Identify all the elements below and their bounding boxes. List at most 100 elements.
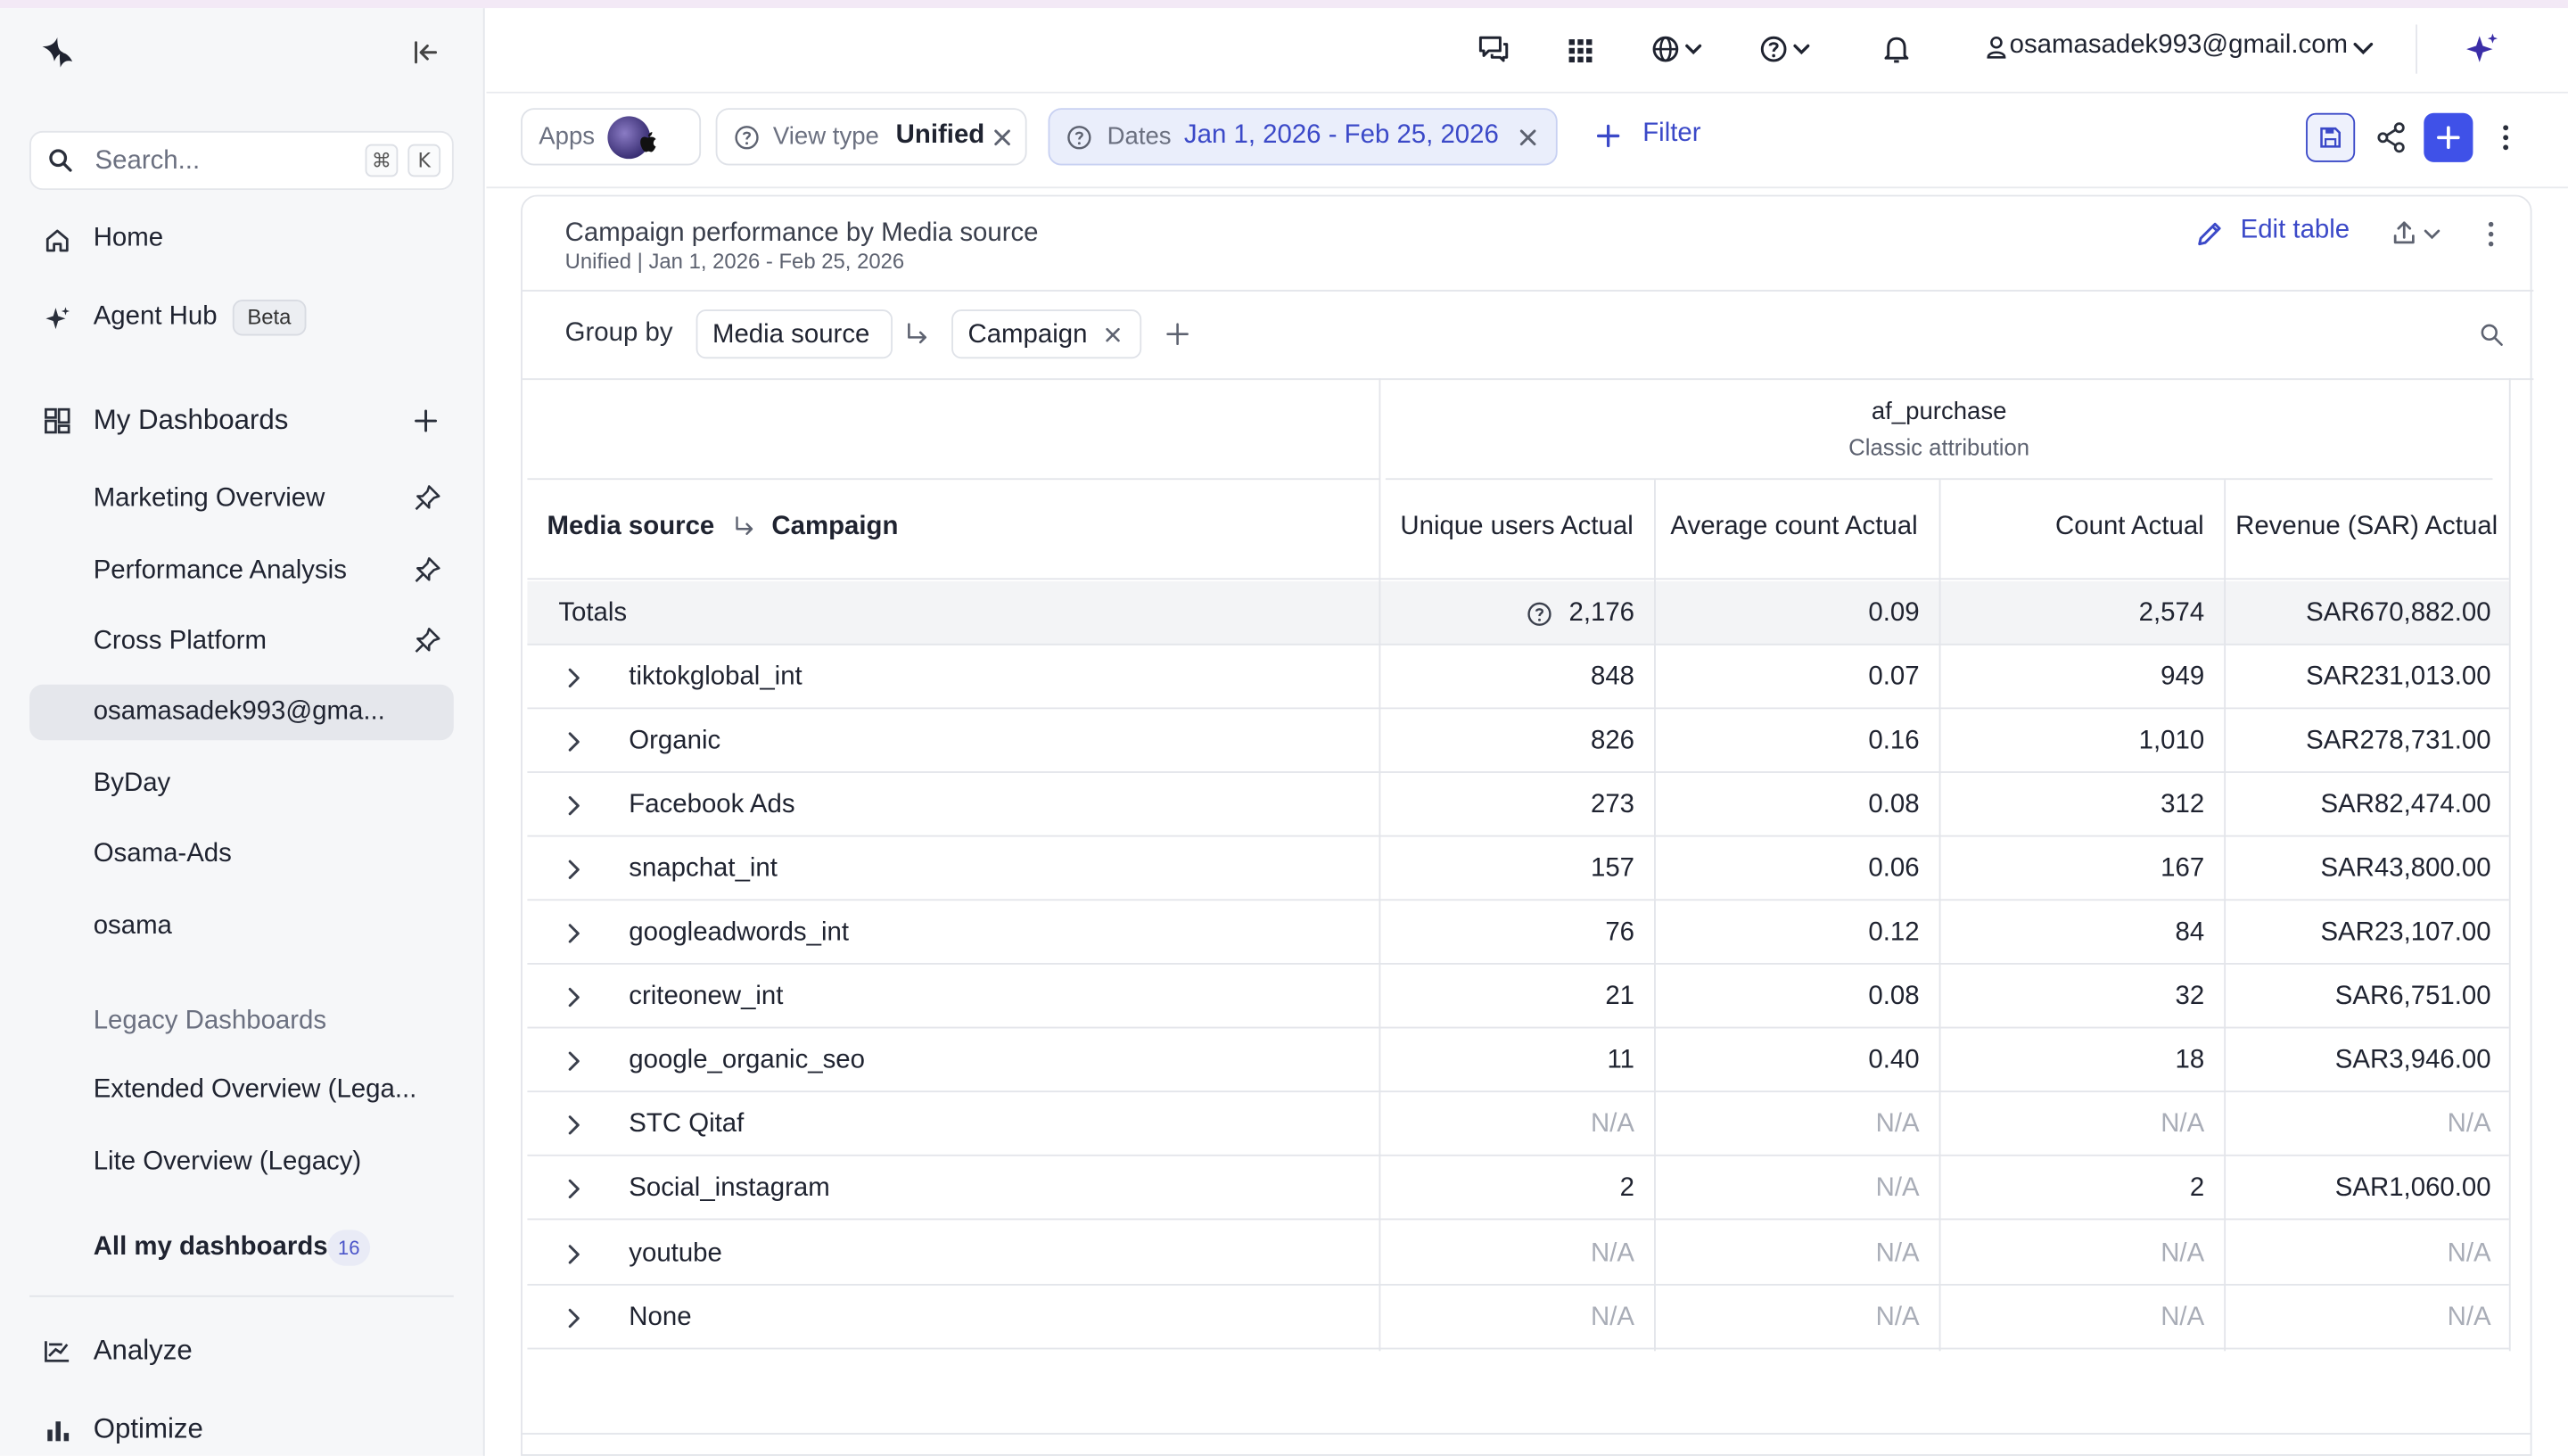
remove-filter-icon[interactable] [1517, 126, 1540, 149]
revenue-header[interactable]: Revenue (SAR) Actual [2235, 512, 2498, 541]
count-cell: 167 [2161, 854, 2205, 883]
dates-filter[interactable]: Dates Jan 1, 2026 - Feb 25, 2026 [1048, 108, 1558, 166]
table-row[interactable]: None N/A N/A N/A N/A [527, 1285, 2509, 1349]
nav-analyze[interactable]: Analyze [29, 1323, 454, 1378]
nav-home-label: Home [93, 224, 164, 252]
count-header[interactable]: Count Actual [2055, 512, 2204, 541]
expand-chevron-icon[interactable] [564, 1306, 583, 1329]
add-group-icon[interactable] [1166, 323, 1189, 346]
expand-chevron-icon[interactable] [564, 1242, 583, 1265]
media-source-name: tiktokglobal_int [629, 662, 802, 691]
add-widget-button[interactable] [2424, 112, 2473, 162]
dashboard-item-osama-ads[interactable]: Osama-Ads [29, 827, 454, 883]
revenue-cell: SAR82,474.00 [2320, 790, 2491, 818]
dashboard-item-lite-overview[interactable]: Lite Overview (Legacy) [29, 1135, 454, 1190]
nav-my-dashboards[interactable]: My Dashboards [29, 393, 454, 448]
dashboard-item-cross-platform[interactable]: Cross Platform [29, 614, 454, 670]
ai-assistant-sparkle-icon[interactable] [2465, 31, 2500, 67]
group-by-media-source[interactable]: Media source [696, 309, 893, 359]
save-button[interactable] [2306, 112, 2356, 162]
dates-label: Dates [1107, 122, 1172, 151]
collapse-sidebar-icon[interactable] [409, 36, 442, 69]
table-row[interactable]: Facebook Ads 273 0.08 312 SAR82,474.00 [527, 773, 2509, 837]
dashboard-item-byday[interactable]: ByDay [29, 757, 454, 812]
count-cell: N/A [2161, 1303, 2205, 1331]
pin-icon[interactable] [415, 556, 440, 582]
help-circle-icon[interactable] [1527, 600, 1552, 626]
dashboard-item-label: Marketing Overview [93, 484, 325, 513]
dashboard-item-extended-overview[interactable]: Extended Overview (Lega... [29, 1063, 454, 1118]
table-row[interactable]: Social_instagram 2 N/A 2 SAR1,060.00 [527, 1156, 2509, 1222]
average-count-cell: 0.06 [1868, 854, 1920, 883]
nav-agent-hub[interactable]: Agent Hub Beta [29, 292, 454, 347]
table-row[interactable]: tiktokglobal_int 848 0.07 949 SAR231,013.00 [527, 645, 2509, 709]
group-by-chip-label: Media source [712, 320, 870, 350]
add-dashboard-icon[interactable] [411, 407, 440, 436]
dashboard-item-marketing-overview[interactable]: Marketing Overview [29, 472, 454, 527]
globe-icon[interactable] [1650, 31, 1705, 67]
pin-icon[interactable] [415, 627, 440, 653]
dashboard-item-email[interactable]: osamasadek993@gma... [29, 684, 454, 741]
average-count-header[interactable]: Average count Actual [1670, 512, 1918, 541]
nav-home[interactable]: Home [29, 213, 454, 268]
revenue-cell: N/A [2447, 1303, 2491, 1331]
view-type-filter[interactable]: View type Unified [715, 108, 1027, 166]
export-icon[interactable] [2392, 219, 2448, 249]
dashboard-item-performance-analysis[interactable]: Performance Analysis [29, 544, 454, 599]
count-cell: 18 [2175, 1046, 2205, 1075]
dimension-column-header[interactable]: Media source Campaign [547, 513, 898, 542]
brand-logo-icon[interactable] [39, 35, 75, 70]
row-border [527, 1219, 2509, 1222]
revenue-cell: SAR3,946.00 [2334, 1046, 2491, 1075]
table-row[interactable]: Organic 826 0.16 1,010 SAR278,731.00 [527, 709, 2509, 773]
expand-chevron-icon[interactable] [564, 666, 583, 689]
dashboard-item-label: Lite Overview (Legacy) [93, 1148, 362, 1176]
column-divider [1379, 378, 1381, 1352]
expand-chevron-icon[interactable] [564, 1115, 583, 1138]
expand-chevron-icon[interactable] [564, 1050, 583, 1073]
all-dashboards-link[interactable]: All my dashboards 16 [29, 1220, 454, 1275]
column-divider [2508, 378, 2511, 1352]
dashboard-item-osama[interactable]: osama [29, 899, 454, 954]
apps-filter[interactable]: Apps [521, 108, 702, 166]
count-cell: N/A [2161, 1110, 2205, 1139]
beta-badge: Beta [232, 300, 307, 336]
unique-users-cell: N/A [1591, 1110, 1635, 1139]
more-vertical-icon[interactable] [2492, 121, 2518, 154]
unique-users-header[interactable]: Unique users Actual [1400, 512, 1634, 541]
user-menu[interactable]: osamasadek993@gmail.com [1983, 28, 2386, 73]
table-row[interactable]: criteonew_int 21 0.08 32 SAR6,751.00 [527, 965, 2509, 1029]
table-search-icon[interactable] [2480, 323, 2505, 348]
search-icon [49, 149, 72, 172]
expand-chevron-icon[interactable] [564, 1178, 583, 1201]
table-row[interactable]: youtube N/A N/A N/A N/A [527, 1221, 2509, 1286]
card-more-icon[interactable] [2480, 219, 2503, 249]
average-count-cell: N/A [1875, 1110, 1920, 1139]
group-by-campaign[interactable]: Campaign [951, 309, 1142, 359]
expand-chevron-icon[interactable] [564, 922, 583, 945]
expand-chevron-icon[interactable] [564, 794, 583, 817]
apps-grid-icon[interactable] [1566, 31, 1595, 67]
expand-chevron-icon[interactable] [564, 858, 583, 881]
revenue-cell: N/A [2447, 1110, 2491, 1139]
chat-icon[interactable] [1476, 31, 1511, 67]
expand-chevron-icon[interactable] [564, 730, 583, 753]
share-icon[interactable] [2375, 121, 2408, 154]
remove-filter-icon[interactable] [991, 126, 1014, 149]
nav-optimize[interactable]: Optimize [29, 1402, 454, 1456]
count-cell: 1,010 [2138, 726, 2205, 755]
remove-group-icon[interactable] [1104, 326, 1122, 344]
view-type-value: Unified [895, 120, 985, 150]
help-icon[interactable] [1757, 31, 1813, 67]
table-row[interactable]: snapchat_int 157 0.06 167 SAR43,800.00 [527, 836, 2509, 901]
campaign-header: Campaign [771, 512, 899, 541]
sub-level-arrow-icon [735, 516, 753, 535]
search-input[interactable]: Search... ⌘ K [29, 130, 454, 191]
table-row[interactable]: STC Qitaf N/A N/A N/A N/A [527, 1093, 2509, 1157]
bell-icon[interactable] [1881, 31, 1911, 67]
expand-chevron-icon[interactable] [564, 986, 583, 1009]
table-row[interactable]: googleadwords_int 76 0.12 84 SAR23,107.00 [527, 901, 2509, 965]
table-row[interactable]: google_organic_seo 11 0.40 18 SAR3,946.00 [527, 1029, 2509, 1093]
pin-icon[interactable] [415, 485, 440, 511]
row-border [527, 706, 2509, 709]
